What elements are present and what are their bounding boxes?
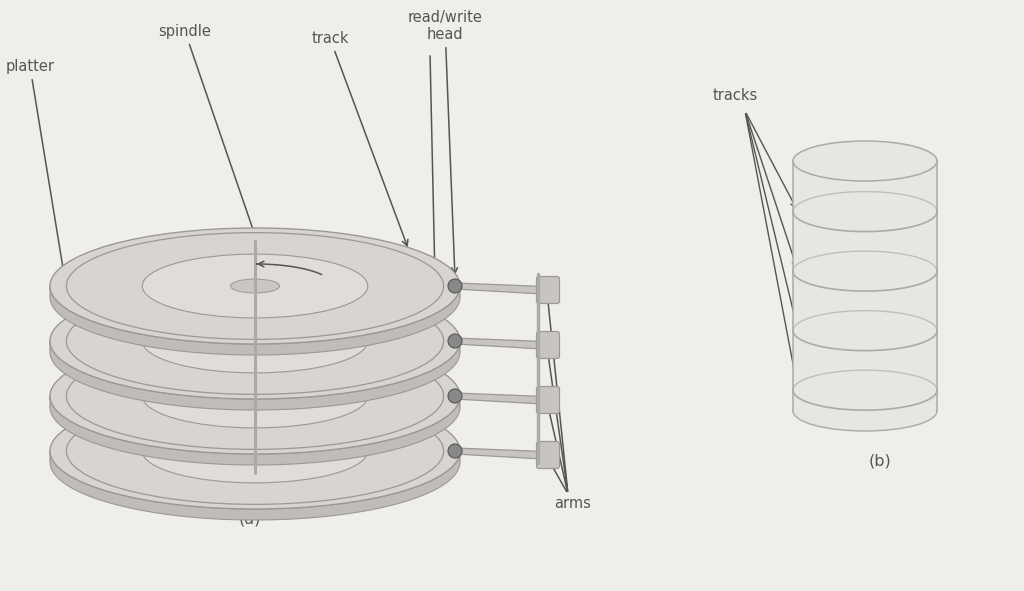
Polygon shape [455,393,538,404]
Ellipse shape [793,141,937,181]
Circle shape [449,389,462,403]
FancyBboxPatch shape [537,387,559,414]
Ellipse shape [50,393,460,509]
Polygon shape [50,286,460,355]
Circle shape [449,279,462,293]
Ellipse shape [230,279,280,293]
Ellipse shape [793,391,937,431]
Ellipse shape [50,338,460,454]
Text: (a): (a) [239,511,261,526]
Polygon shape [50,451,460,520]
Text: spindle: spindle [159,24,257,240]
Ellipse shape [142,309,368,373]
Ellipse shape [142,254,368,318]
Polygon shape [455,283,538,294]
Text: (b): (b) [868,453,891,468]
Circle shape [449,334,462,348]
Ellipse shape [230,444,280,458]
Ellipse shape [230,389,280,403]
Polygon shape [50,341,460,410]
Text: platter: platter [5,59,67,276]
FancyBboxPatch shape [537,332,559,359]
Text: tracks: tracks [713,88,758,103]
Ellipse shape [50,283,460,399]
Polygon shape [50,396,460,465]
Text: track: track [311,31,408,246]
Text: arms: arms [555,496,592,511]
Ellipse shape [50,228,460,344]
Polygon shape [793,161,937,411]
Polygon shape [455,338,538,349]
Ellipse shape [142,364,368,428]
Ellipse shape [230,334,280,348]
FancyBboxPatch shape [537,277,559,304]
Polygon shape [455,448,538,459]
Text: read/write
head: read/write head [408,9,482,274]
Circle shape [449,444,462,458]
Ellipse shape [142,419,368,483]
FancyBboxPatch shape [537,441,559,469]
